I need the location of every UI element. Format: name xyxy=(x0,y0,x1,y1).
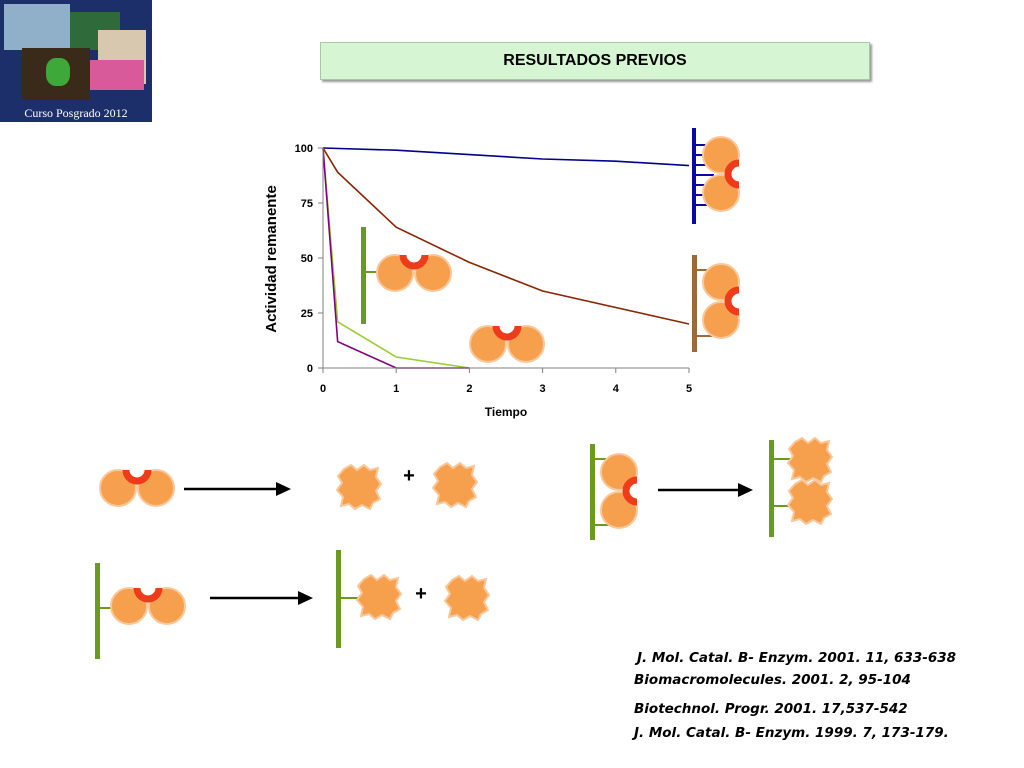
arrow-2 xyxy=(658,483,753,497)
logo-image-vials xyxy=(86,60,144,90)
reference-1: J. Mol. Catal. B- Enzym. 2001. 11, 633-6… xyxy=(637,650,957,666)
y-ticks: 0 25 50 75 100 xyxy=(295,143,323,375)
scheme-multipoint-denatured xyxy=(769,437,833,537)
plus-sign-2: + xyxy=(415,583,427,605)
x-tick-label-4: 4 xyxy=(613,383,620,395)
y-tick-label-0: 0 xyxy=(307,363,313,375)
series-line-1 xyxy=(322,147,690,167)
x-tick-label-3: 3 xyxy=(540,383,546,395)
plus-sign-1: + xyxy=(403,465,415,487)
x-tick-label-1: 1 xyxy=(393,383,399,395)
enzyme-green-support-chart xyxy=(361,227,451,324)
enzyme-blue-support xyxy=(692,128,739,224)
y-tick-label-4: 100 xyxy=(295,143,313,155)
y-tick-label-1: 25 xyxy=(301,308,313,320)
y-axis-title: Actividad remanente xyxy=(263,185,280,333)
logo-image-protein-green xyxy=(46,58,70,86)
series-line-2 xyxy=(322,147,690,325)
logo-image-molecule xyxy=(4,4,70,50)
slide-title: RESULTADOS PREVIOS xyxy=(320,42,870,80)
reference-4: J. Mol. Catal. B- Enzym. 1999. 7, 173-17… xyxy=(634,725,949,741)
arrow-3 xyxy=(210,591,313,605)
reference-2: Biomacromolecules. 2001. 2, 95-104 xyxy=(634,672,911,688)
arrow-1 xyxy=(184,482,291,496)
scheme-free-enzyme xyxy=(100,470,174,506)
enzyme-brown-support xyxy=(692,255,739,352)
logo-caption: Curso Posgrado 2012 xyxy=(24,106,128,120)
x-ticks: 0 1 2 3 4 5 xyxy=(320,368,692,395)
x-tick-label-5: 5 xyxy=(686,383,692,395)
course-logo: Curso Posgrado 2012 xyxy=(0,0,152,122)
x-tick-label-0: 0 xyxy=(320,383,326,395)
y-tick-label-2: 50 xyxy=(301,253,313,265)
y-tick-label-3: 75 xyxy=(301,198,313,210)
x-tick-label-2: 2 xyxy=(466,383,472,395)
scheme-single-point-enzyme xyxy=(95,563,185,659)
scheme-multipoint-enzyme xyxy=(590,444,637,540)
enzyme-free-chart xyxy=(470,326,544,362)
scheme-single-point-denatured xyxy=(336,550,490,648)
chart: 0 25 50 75 100 0 1 2 3 4 5 Tiempo Actividad reman… xyxy=(263,143,692,419)
reference-3: Biotechnol. Progr. 2001. 17,537-542 xyxy=(634,701,908,717)
x-axis-title: Tiempo xyxy=(485,405,527,419)
